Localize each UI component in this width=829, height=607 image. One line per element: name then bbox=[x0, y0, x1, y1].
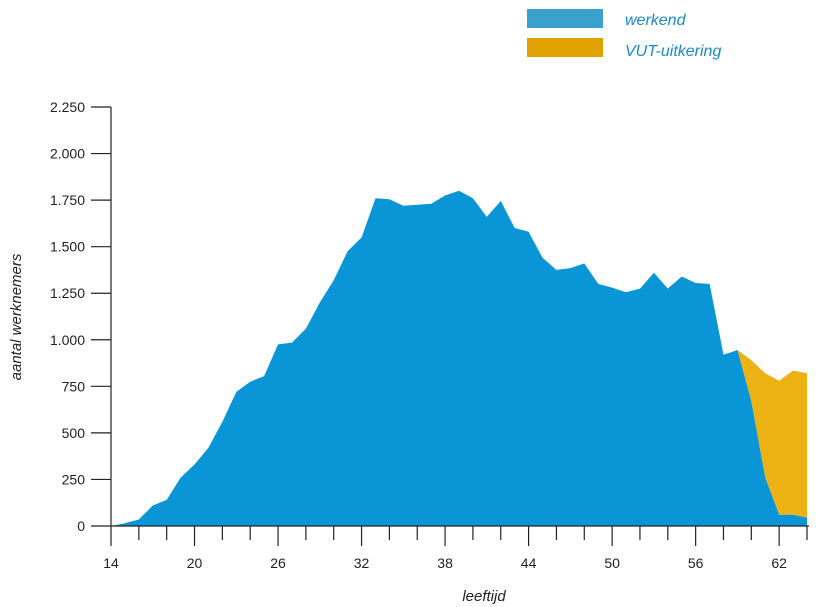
axes: 0 250 500 750 1.000 1.250 1.500 1.750 2.000 2.250… bbox=[50, 99, 809, 571]
legend-label-werkend: werkend bbox=[625, 12, 687, 29]
y-tick-label: 2.250 bbox=[50, 99, 85, 115]
x-tick-label: 20 bbox=[187, 555, 203, 571]
y-tick-label: 1.750 bbox=[50, 192, 85, 208]
y-tick-label: 2.000 bbox=[50, 146, 85, 162]
y-axis-ticks: 0 250 500 750 1.000 1.250 1.500 1.750 2.000 2.250 bbox=[50, 99, 111, 534]
x-tick-label: 38 bbox=[437, 555, 453, 571]
legend-label-vut: VUT-uitkering bbox=[625, 43, 721, 60]
y-tick-label: 1.250 bbox=[50, 285, 85, 301]
x-tick-label: 14 bbox=[103, 555, 119, 571]
x-tick-label: 44 bbox=[521, 555, 537, 571]
y-tick-label: 250 bbox=[62, 471, 86, 487]
x-tick-label: 56 bbox=[688, 555, 704, 571]
x-tick-label: 26 bbox=[270, 555, 286, 571]
legend-swatch-werkend bbox=[527, 9, 603, 28]
y-tick-label: 0 bbox=[77, 518, 85, 534]
x-tick-label: 50 bbox=[604, 555, 620, 571]
y-tick-label: 1.000 bbox=[50, 332, 85, 348]
y-tick-label: 750 bbox=[62, 378, 86, 394]
y-tick-label: 500 bbox=[62, 425, 86, 441]
x-tick-label: 62 bbox=[771, 555, 787, 571]
y-axis-title: aantal werknemers bbox=[8, 253, 25, 380]
x-axis-title: leeftijd bbox=[462, 588, 506, 605]
y-tick-label: 1.500 bbox=[50, 239, 85, 255]
plot-areas bbox=[111, 190, 807, 527]
legend-swatch-vut bbox=[527, 38, 603, 57]
legend: werkend VUT-uitkering bbox=[527, 9, 721, 60]
x-axis-ticks: 14 20 26 32 38 44 50 56 62 bbox=[103, 526, 808, 571]
x-tick-label: 32 bbox=[354, 555, 370, 571]
area-werkend bbox=[111, 190, 807, 527]
